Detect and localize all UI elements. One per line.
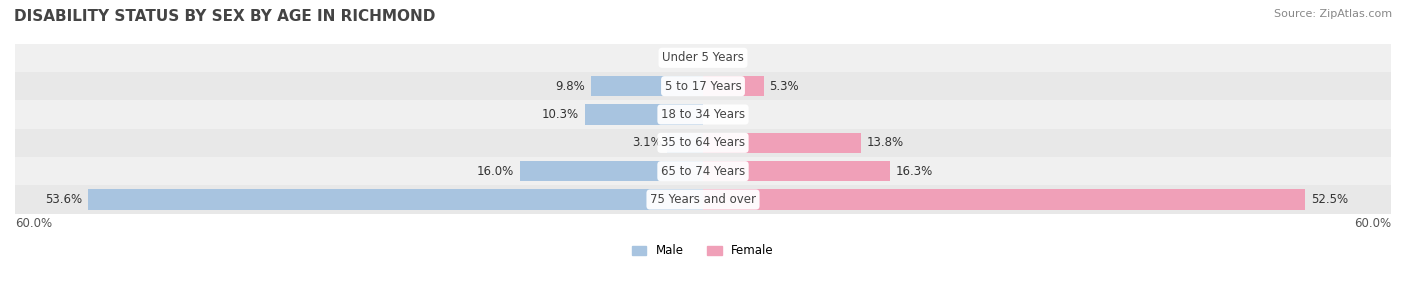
Text: DISABILITY STATUS BY SEX BY AGE IN RICHMOND: DISABILITY STATUS BY SEX BY AGE IN RICHM… xyxy=(14,9,436,24)
Text: 18 to 34 Years: 18 to 34 Years xyxy=(661,108,745,121)
Text: 5.3%: 5.3% xyxy=(769,80,799,93)
Text: 13.8%: 13.8% xyxy=(868,136,904,149)
Text: 35 to 64 Years: 35 to 64 Years xyxy=(661,136,745,149)
Text: 60.0%: 60.0% xyxy=(15,217,52,230)
Text: 3.1%: 3.1% xyxy=(631,136,662,149)
Bar xyxy=(703,76,763,96)
Bar xyxy=(520,161,703,181)
Bar xyxy=(15,185,1391,214)
Legend: Male, Female: Male, Female xyxy=(627,240,779,262)
Bar xyxy=(15,100,1391,129)
Text: 16.0%: 16.0% xyxy=(477,165,513,178)
Text: 52.5%: 52.5% xyxy=(1310,193,1348,206)
Text: 9.8%: 9.8% xyxy=(555,80,585,93)
Bar xyxy=(89,189,703,210)
Bar xyxy=(15,157,1391,185)
Text: 5 to 17 Years: 5 to 17 Years xyxy=(665,80,741,93)
Text: 65 to 74 Years: 65 to 74 Years xyxy=(661,165,745,178)
Text: 75 Years and over: 75 Years and over xyxy=(650,193,756,206)
Bar xyxy=(703,189,1305,210)
Text: 53.6%: 53.6% xyxy=(45,193,83,206)
Text: Under 5 Years: Under 5 Years xyxy=(662,51,744,64)
Text: 60.0%: 60.0% xyxy=(1354,217,1391,230)
Text: Source: ZipAtlas.com: Source: ZipAtlas.com xyxy=(1274,9,1392,19)
Text: 16.3%: 16.3% xyxy=(896,165,934,178)
Bar xyxy=(591,76,703,96)
Bar xyxy=(668,133,703,153)
Bar xyxy=(585,104,703,125)
Text: 10.3%: 10.3% xyxy=(543,108,579,121)
Bar xyxy=(703,133,862,153)
Bar xyxy=(15,44,1391,72)
Bar xyxy=(703,161,890,181)
Bar xyxy=(15,72,1391,100)
Bar xyxy=(15,129,1391,157)
